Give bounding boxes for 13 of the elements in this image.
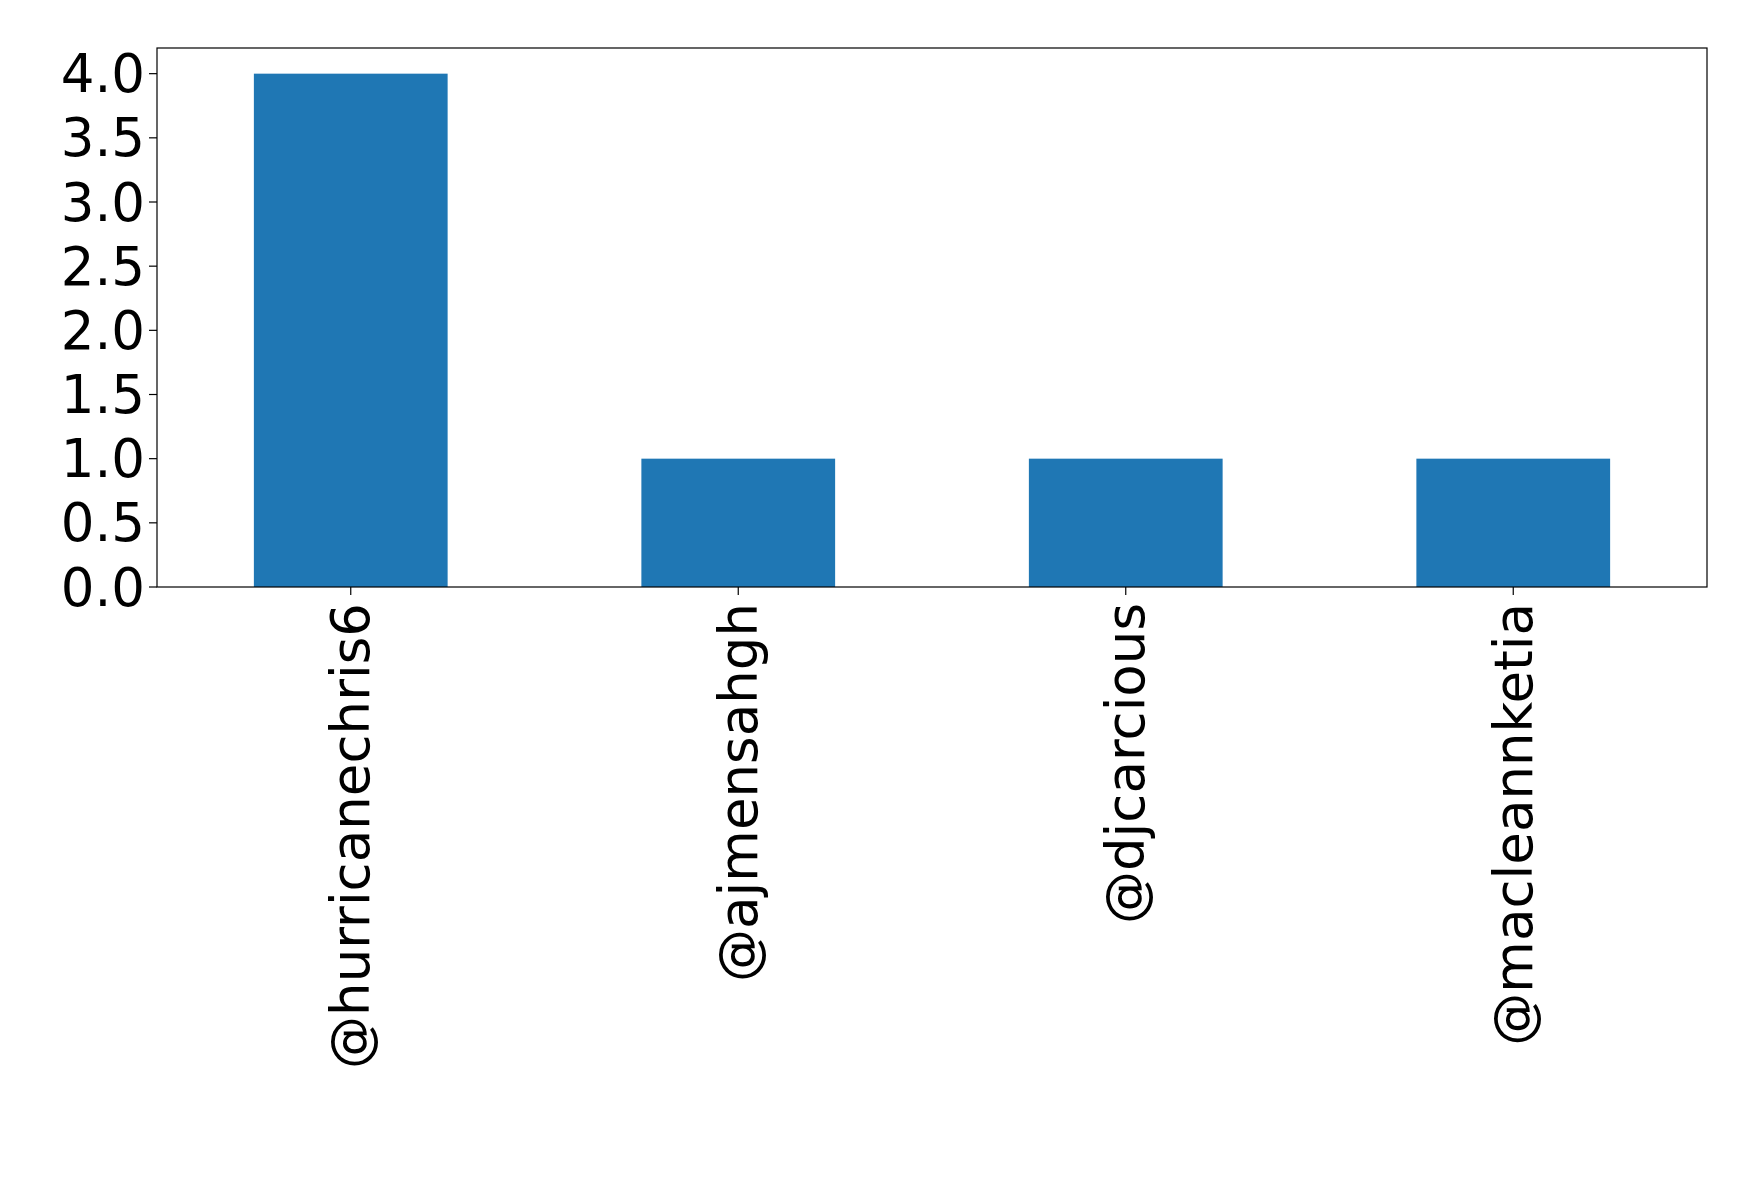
x-tick-label: @hurricanechris6 xyxy=(320,603,382,1069)
y-tick-label: 0.5 xyxy=(60,492,145,554)
y-tick-label: 2.0 xyxy=(60,299,145,361)
y-tick-label: 1.5 xyxy=(60,364,145,426)
y-tick-label: 2.5 xyxy=(60,235,145,297)
y-tick-label: 4.0 xyxy=(60,43,145,105)
x-tick-label: @djcarcious xyxy=(1095,603,1157,925)
y-tick-label: 3.5 xyxy=(60,107,145,169)
y-tick-label: 1.0 xyxy=(60,428,145,490)
x-tick-label: @macleannketia xyxy=(1482,603,1544,1046)
y-tick-label: 0.0 xyxy=(60,556,145,618)
y-tick-label: 3.0 xyxy=(60,171,145,233)
x-tick-label: @ajmensahgh xyxy=(707,603,769,982)
